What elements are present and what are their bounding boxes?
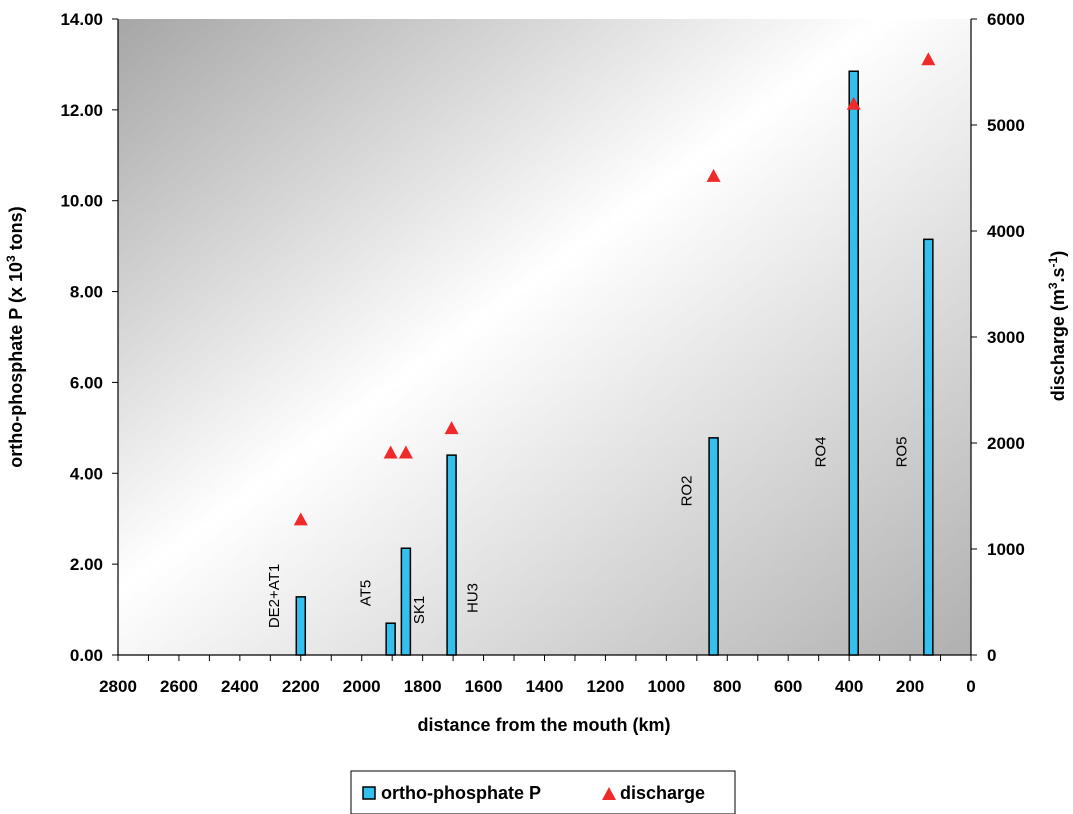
x-tick-label: 1600 xyxy=(465,677,503,696)
x-tick-label: 1800 xyxy=(404,677,442,696)
legend-triangle-marker xyxy=(602,787,616,800)
y2-tick-label: 2000 xyxy=(987,434,1025,453)
legend: ortho-phosphate P discharge xyxy=(350,770,736,814)
x-tick-label: 0 xyxy=(966,677,975,696)
station-label: HU3 xyxy=(465,583,482,613)
y-tick-label: 8.00 xyxy=(70,283,103,302)
phosphate-bar xyxy=(446,454,457,656)
y-tick-label: 0.00 xyxy=(70,646,103,665)
y2-tick-label: 4000 xyxy=(987,222,1025,241)
phosphate-bar xyxy=(295,596,307,656)
station-label: DE2+AT1 xyxy=(266,564,283,628)
x-tick-label: 2200 xyxy=(282,677,320,696)
station-label: RO5 xyxy=(893,437,910,468)
legend-bar-swatch xyxy=(362,786,376,800)
x-tick-label: 1000 xyxy=(647,677,685,696)
station-label: RO2 xyxy=(679,476,696,507)
legend-box xyxy=(350,770,736,814)
legend-label-discharge: discharge xyxy=(620,783,705,803)
x-tick-label: 200 xyxy=(896,677,924,696)
station-label: RO4 xyxy=(813,437,830,468)
y-axis-title: ortho-phosphate P (x 103 tons) xyxy=(4,206,26,467)
x-tick-label: 2800 xyxy=(99,677,137,696)
x-tick-label: 600 xyxy=(774,677,802,696)
x-tick-label: 2600 xyxy=(160,677,198,696)
y2-tick-label: 6000 xyxy=(987,10,1025,29)
x-tick-label: 400 xyxy=(835,677,863,696)
y2-tick-label: 5000 xyxy=(987,116,1025,135)
plot-area xyxy=(118,19,971,655)
y-tick-label: 4.00 xyxy=(70,464,103,483)
y-tick-label: 14.00 xyxy=(60,10,103,29)
station-label: SK1 xyxy=(411,596,428,624)
phosphate-bar xyxy=(923,238,934,656)
x-tick-label: 2000 xyxy=(343,677,381,696)
y-tick-label: 10.00 xyxy=(60,192,103,211)
legend-label-phosphate: ortho-phosphate P xyxy=(381,783,541,803)
station-label: AT5 xyxy=(358,580,375,606)
discharge-point xyxy=(444,421,459,435)
x-axis-title: distance from the mouth (km) xyxy=(417,715,670,735)
x-tick-label: 2400 xyxy=(221,677,259,696)
y-tick-label: 2.00 xyxy=(70,555,103,574)
discharge-point xyxy=(921,52,936,66)
y-tick-label: 6.00 xyxy=(70,373,103,392)
y2-axis-title: discharge (m3.s-1) xyxy=(1046,251,1068,401)
y2-tick-label: 1000 xyxy=(987,540,1025,559)
axes: 2800 2600 2400 2200 2000 1800 1600 1400 1200 1000… xyxy=(60,10,1024,696)
phosphate-bar xyxy=(848,70,859,656)
x-tick-label: 1200 xyxy=(587,677,625,696)
phosphate-bar xyxy=(400,547,412,656)
marks: DE2+AT1 AT5 SK1 HU3 RO2 RO4 RO5 xyxy=(266,52,936,656)
y-tick-label: 12.00 xyxy=(60,101,103,120)
discharge-point xyxy=(383,445,398,459)
discharge-point xyxy=(398,445,413,459)
x-tick-label: 800 xyxy=(713,677,741,696)
phosphate-bar xyxy=(708,437,719,656)
discharge-point xyxy=(293,512,308,526)
discharge-point xyxy=(706,168,721,182)
phosphate-bar xyxy=(385,622,396,656)
x-tick-label: 1400 xyxy=(526,677,564,696)
discharge-point xyxy=(846,96,861,110)
y2-tick-label: 0 xyxy=(987,646,996,665)
y2-tick-label: 3000 xyxy=(987,328,1025,347)
